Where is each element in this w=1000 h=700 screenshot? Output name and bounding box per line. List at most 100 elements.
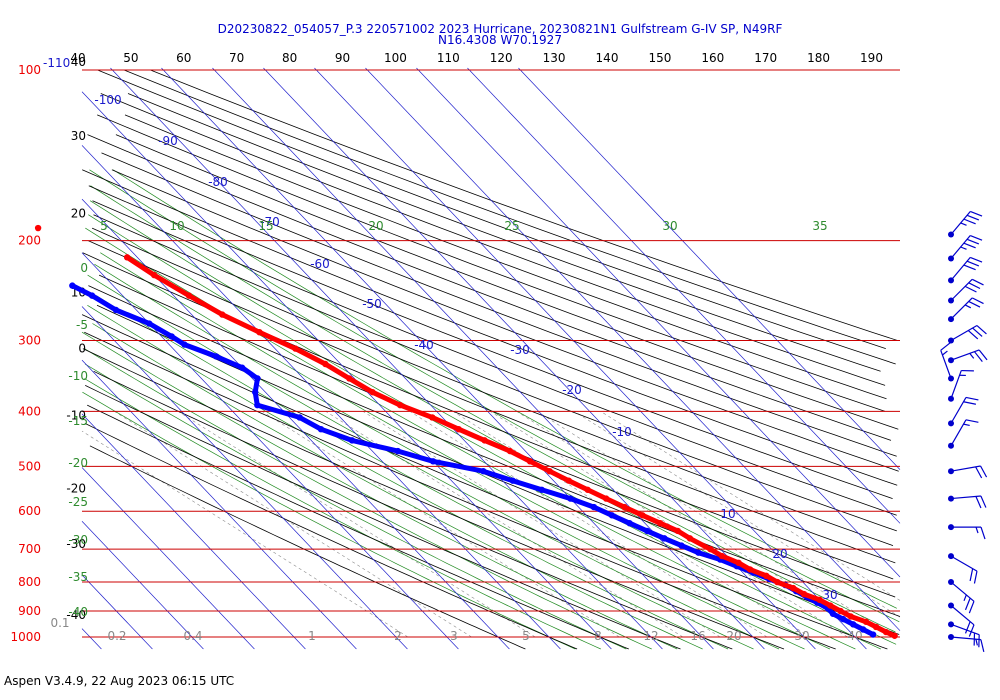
- dry-adiabat-line: [100, 93, 886, 386]
- wind-barb-half-flag: [975, 526, 979, 534]
- theta-e-label: 30: [662, 219, 677, 233]
- dewpoint-point: [839, 615, 847, 623]
- wind-barb-flag: [940, 341, 952, 351]
- isotherm-label: -10: [612, 425, 632, 439]
- dry-adiabat-line: [88, 285, 901, 617]
- dewpoint-point: [69, 282, 76, 289]
- altitude-label: -10: [66, 408, 86, 422]
- wind-barb-flag: [972, 327, 983, 337]
- dry-adiabat-line: [111, 169, 899, 472]
- mixing-ratio-label: 0.2: [107, 629, 126, 643]
- wind-barbs: [940, 210, 988, 653]
- dry-adiabat-line: [88, 185, 893, 499]
- pressure-label: 500: [18, 459, 41, 473]
- dry-adiabat-line: [81, 314, 888, 650]
- isotherm-line: [81, 306, 408, 650]
- mixing-ratio-label: 40: [847, 629, 862, 643]
- wind-barb-half-flag: [964, 304, 972, 309]
- dewpoint-point: [626, 520, 633, 527]
- dry-adiabat-line: [92, 200, 897, 516]
- mixing-ratio-line: [516, 411, 874, 638]
- dewpoint-point: [212, 353, 220, 360]
- mixing-ratio-line: [409, 411, 768, 638]
- wind-barb-flag: [970, 256, 983, 263]
- dewpoint-point: [181, 341, 188, 348]
- mixing-ratio-line: [325, 411, 684, 638]
- temperature-point: [621, 503, 628, 511]
- top-theta-label: 50: [123, 51, 138, 65]
- temperature-point: [584, 486, 591, 493]
- wind-barb-station: [948, 297, 954, 304]
- dry-adiabat-line: [93, 370, 733, 650]
- moist-adiabat-line: [100, 252, 831, 650]
- dewpoint-point: [296, 414, 303, 421]
- top-theta-label: 190: [860, 51, 883, 65]
- wind-barb-flag: [965, 396, 979, 401]
- wind-barb-station: [948, 579, 954, 586]
- dewpoint-point: [538, 486, 545, 493]
- temperature-point: [746, 566, 754, 573]
- temperature-point: [790, 584, 797, 592]
- isotherm-line: [81, 145, 561, 650]
- moist-adiabat-line: [84, 348, 652, 650]
- pressure-label: 1000: [10, 630, 41, 644]
- wind-barb-flag: [964, 285, 977, 293]
- wind-barb-station: [948, 553, 954, 560]
- chart-title-line1: D20230822_054057_P.3 220571002 2023 Hurr…: [218, 22, 783, 36]
- temperature-point: [882, 628, 890, 636]
- altitude-label: 30: [71, 129, 86, 143]
- top-theta-label: 180: [807, 51, 830, 65]
- temperature-point: [639, 512, 646, 519]
- isotherm-label: -90: [158, 134, 178, 148]
- isotherm-line: [161, 67, 714, 650]
- temperature-point: [774, 578, 781, 586]
- temperature-point: [150, 271, 158, 279]
- temperature-point: [862, 618, 870, 625]
- dewpoint-point: [643, 527, 651, 535]
- isotherm-line: [81, 252, 459, 650]
- temperature-point: [429, 414, 436, 421]
- top-theta-label: 130: [543, 51, 566, 65]
- dry-adiabat-line: [124, 114, 887, 400]
- isotherm-line: [314, 67, 867, 650]
- dry-adiabat-line: [82, 348, 785, 650]
- wind-barb-flag: [969, 568, 974, 582]
- top-theta-label: 100: [384, 51, 407, 65]
- isotherm-label: -60: [310, 257, 330, 271]
- isotherm-line: [467, 67, 901, 524]
- wind-barb-station: [948, 395, 954, 402]
- dewpoint-point: [480, 467, 487, 475]
- temperature-point: [256, 328, 263, 336]
- temperature-point: [292, 345, 299, 352]
- wind-barb-flag: [980, 639, 985, 653]
- mixing-ratio-label: 20: [726, 629, 741, 643]
- dry-adiabat-line: [97, 114, 886, 412]
- wind-barb-flag: [963, 242, 976, 249]
- top-theta-label: 60: [176, 51, 191, 65]
- mixing-ratio-line: [177, 411, 536, 638]
- dry-adiabat-line: [101, 152, 897, 457]
- wind-barb-flag: [974, 351, 983, 362]
- dry-adiabat-line: [84, 331, 836, 650]
- isotherm-label: 30: [822, 588, 837, 602]
- dewpoint-point: [429, 458, 437, 465]
- altitude-label: -40: [66, 608, 86, 622]
- dewpoint-point: [112, 306, 120, 314]
- temperature-point: [800, 590, 808, 598]
- temperature-point: [603, 495, 610, 502]
- dry-adiabat-line: [82, 169, 898, 486]
- isotherm-line: [263, 67, 816, 650]
- top-theta-label: 70: [229, 51, 244, 65]
- wind-barb-flag: [978, 349, 988, 361]
- dry-adiabat-line: [91, 227, 894, 546]
- isotherm-line: [416, 67, 901, 578]
- dewpoint-point: [146, 320, 153, 327]
- wind-barb-staff: [950, 278, 973, 301]
- corner-temp-label: -110: [43, 56, 70, 70]
- isotherm-label: -70: [260, 215, 280, 229]
- wind-barb-flag: [976, 325, 987, 335]
- dry-adiabat-line: [85, 385, 681, 650]
- dry-adiabat-line: [123, 69, 886, 349]
- temperature-point: [455, 425, 462, 433]
- chart-title-line2: N16.4308 W70.1927: [438, 33, 562, 47]
